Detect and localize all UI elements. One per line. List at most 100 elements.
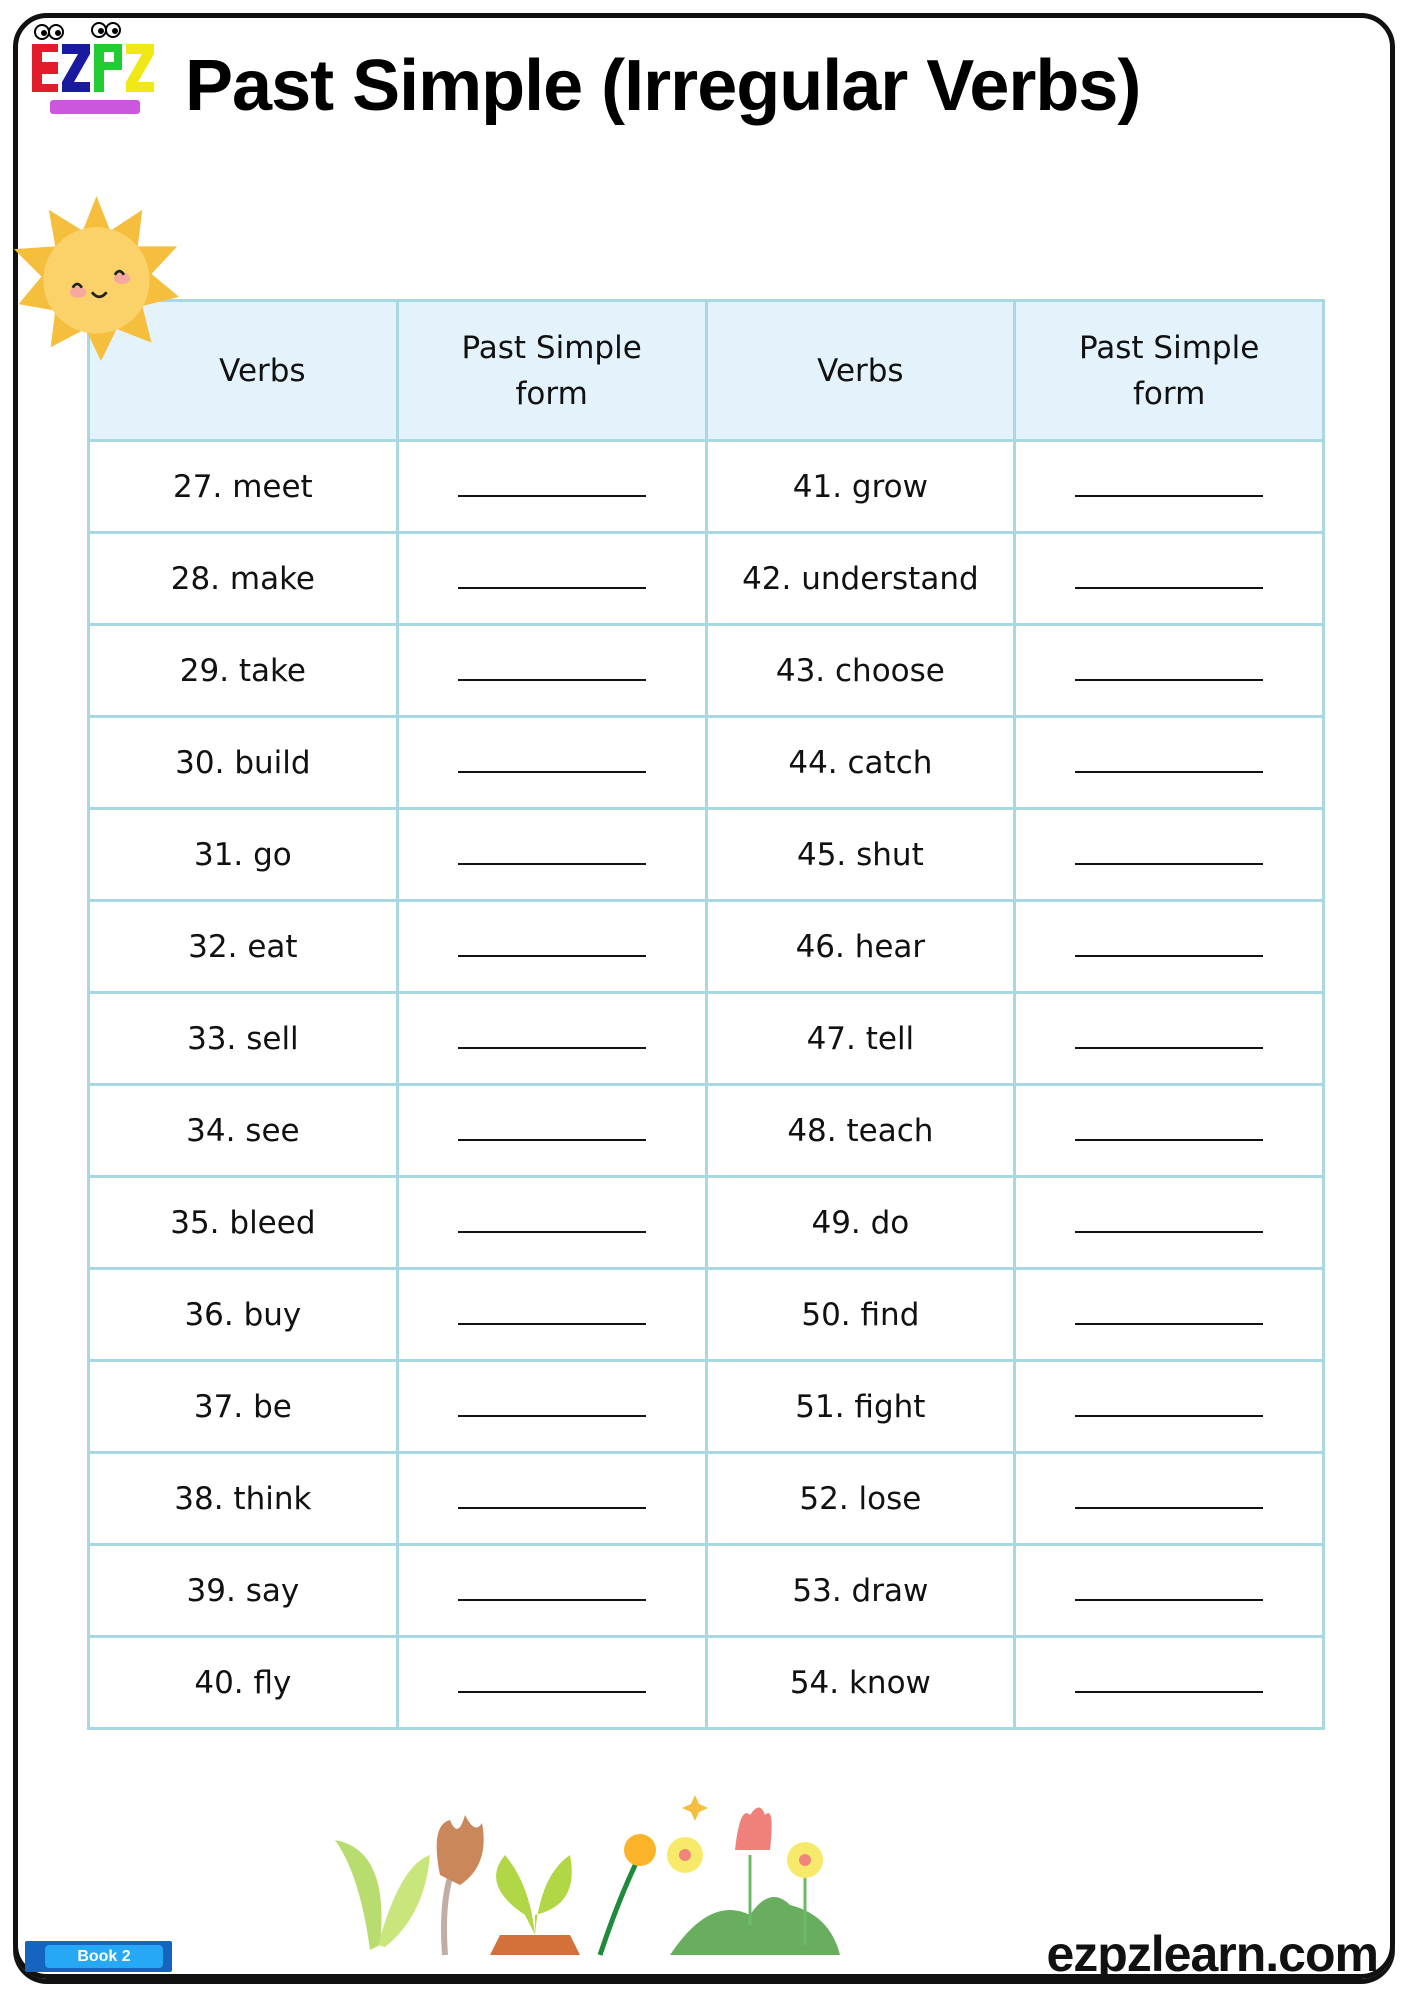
website-label: ezpzlearn.com (1046, 1926, 1379, 1982)
answer-blank[interactable] (1075, 1023, 1264, 1049)
answer-cell[interactable] (1013, 715, 1325, 810)
table-row: 36. buy 50. find (87, 1267, 1325, 1362)
header-past-simple: Past Simple form (395, 299, 708, 442)
answer-cell[interactable] (395, 715, 708, 810)
book-badge: Book 2 (25, 1941, 172, 1972)
table-row: 31. go 45. shut (87, 807, 1325, 902)
answer-blank[interactable] (457, 1667, 646, 1693)
answer-cell[interactable] (1013, 623, 1325, 718)
sun-illustration (14, 196, 179, 361)
answer-blank[interactable] (457, 1023, 646, 1049)
verb-cell: 38. think (87, 1451, 399, 1546)
verb-cell: 37. be (87, 1359, 399, 1454)
page-title: Past Simple (Irregular Verbs) (185, 46, 1141, 126)
book-label: Book 2 (45, 1945, 163, 1968)
verb-cell: 30. build (87, 715, 399, 810)
answer-cell[interactable] (395, 1451, 708, 1546)
answer-blank[interactable] (1075, 563, 1264, 589)
answer-blank[interactable] (457, 1115, 646, 1141)
verb-cell: 35. bleed (87, 1175, 399, 1270)
answer-blank[interactable] (457, 1483, 646, 1509)
answer-blank[interactable] (1075, 1207, 1264, 1233)
table-row: 34. see 48. teach (87, 1083, 1325, 1178)
answer-blank[interactable] (457, 563, 646, 589)
answer-blank[interactable] (1075, 747, 1264, 773)
table-row: 27. meet 41. grow (87, 439, 1325, 534)
answer-blank[interactable] (457, 747, 646, 773)
answer-blank[interactable] (1075, 1483, 1264, 1509)
answer-cell[interactable] (1013, 1635, 1325, 1730)
answer-cell[interactable] (1013, 1359, 1325, 1454)
header-past-simple: Past Simple form (1013, 299, 1325, 442)
verb-cell: 52. lose (704, 1451, 1017, 1546)
answer-blank[interactable] (1075, 1575, 1264, 1601)
answer-blank[interactable] (457, 1207, 646, 1233)
answer-cell[interactable] (1013, 531, 1325, 626)
answer-blank[interactable] (457, 1391, 646, 1417)
verb-cell: 48. teach (704, 1083, 1017, 1178)
answer-blank[interactable] (457, 471, 646, 497)
answer-blank[interactable] (1075, 655, 1264, 681)
answer-blank[interactable] (457, 839, 646, 865)
verb-cell: 49. do (704, 1175, 1017, 1270)
table-row: 39. say 53. draw (87, 1543, 1325, 1638)
answer-cell[interactable] (395, 991, 708, 1086)
answer-cell[interactable] (395, 531, 708, 626)
table-row: 35. bleed 49. do (87, 1175, 1325, 1270)
verb-cell: 34. see (87, 1083, 399, 1178)
answer-blank[interactable] (457, 1575, 646, 1601)
page-frame (13, 13, 1395, 1979)
answer-cell[interactable] (1013, 1083, 1325, 1178)
verb-cell: 43. choose (704, 623, 1017, 718)
answer-blank[interactable] (1075, 1299, 1264, 1325)
answer-cell[interactable] (395, 1267, 708, 1362)
plants-illustration (335, 1795, 840, 1956)
answer-blank[interactable] (1075, 931, 1264, 957)
header-verbs: Verbs (704, 299, 1017, 442)
answer-cell[interactable] (1013, 1175, 1325, 1270)
verb-cell: 51. fight (704, 1359, 1017, 1454)
table-row: 38. think 52. lose (87, 1451, 1325, 1546)
table-row: 33. sell 47. tell (87, 991, 1325, 1086)
verb-cell: 27. meet (87, 439, 399, 534)
answer-cell[interactable] (395, 1543, 708, 1638)
verbs-table: Verbs Past Simple form Verbs Past Simple… (87, 299, 1325, 1730)
answer-cell[interactable] (1013, 807, 1325, 902)
answer-cell[interactable] (1013, 439, 1325, 534)
answer-cell[interactable] (395, 807, 708, 902)
verb-cell: 45. shut (704, 807, 1017, 902)
verb-cell: 41. grow (704, 439, 1017, 534)
answer-cell[interactable] (395, 439, 708, 534)
verb-cell: 28. make (87, 531, 399, 626)
answer-blank[interactable] (1075, 471, 1264, 497)
answer-cell[interactable] (1013, 1543, 1325, 1638)
answer-cell[interactable] (1013, 1451, 1325, 1546)
answer-blank[interactable] (1075, 839, 1264, 865)
answer-cell[interactable] (1013, 991, 1325, 1086)
answer-cell[interactable] (395, 623, 708, 718)
verb-cell: 29. take (87, 623, 399, 718)
answer-blank[interactable] (1075, 1667, 1264, 1693)
verb-cell: 31. go (87, 807, 399, 902)
verb-cell: 44. catch (704, 715, 1017, 810)
answer-blank[interactable] (457, 1299, 646, 1325)
answer-cell[interactable] (1013, 899, 1325, 994)
verb-cell: 50. find (704, 1267, 1017, 1362)
answer-blank[interactable] (457, 655, 646, 681)
answer-blank[interactable] (1075, 1115, 1264, 1141)
answer-cell[interactable] (395, 899, 708, 994)
table-row: 29. take 43. choose (87, 623, 1325, 718)
answer-cell[interactable] (395, 1175, 708, 1270)
ezpz-learn-logo (32, 22, 154, 114)
answer-blank[interactable] (457, 931, 646, 957)
answer-cell[interactable] (1013, 1267, 1325, 1362)
answer-blank[interactable] (1075, 1391, 1264, 1417)
answer-cell[interactable] (395, 1635, 708, 1730)
table-row: 30. build 44. catch (87, 715, 1325, 810)
verb-cell: 33. sell (87, 991, 399, 1086)
answer-cell[interactable] (395, 1083, 708, 1178)
verb-cell: 54. know (704, 1635, 1017, 1730)
answer-cell[interactable] (395, 1359, 708, 1454)
table-header-row: Verbs Past Simple form Verbs Past Simple… (87, 299, 1325, 442)
verb-cell: 46. hear (704, 899, 1017, 994)
